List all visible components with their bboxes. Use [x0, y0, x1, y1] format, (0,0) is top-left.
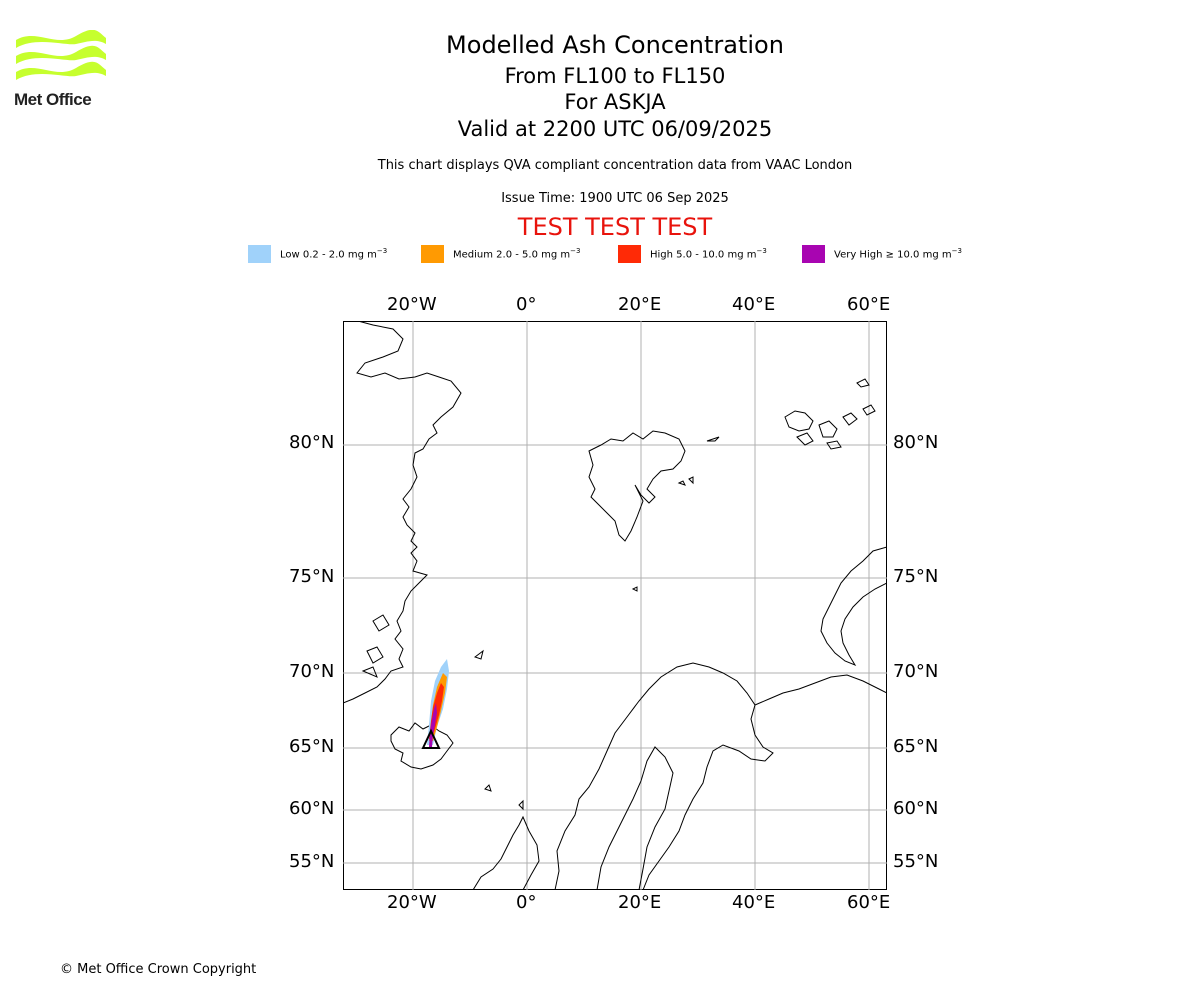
- left-lat-label: 60°N: [289, 798, 335, 819]
- coastline-scotland: [472, 815, 540, 891]
- coastline-kola: [754, 674, 888, 706]
- coastline-svalbard: [588, 430, 686, 542]
- coastline-iceland: [390, 722, 454, 770]
- bottom-lon-label: 40°E: [732, 892, 776, 913]
- legend-item-very-high: Very High ≥ 10.0 mg m−3: [802, 244, 962, 264]
- legend-label-high: High 5.0 - 10.0 mg m−3: [650, 247, 767, 261]
- ash-plume: [421, 659, 449, 749]
- graticule: [343, 321, 887, 890]
- bottom-lon-label: 0°: [516, 892, 537, 913]
- chart-description: This chart displays QVA compliant concen…: [377, 158, 853, 173]
- legend-label-low: Low 0.2 - 2.0 mg m−3: [280, 247, 388, 261]
- map-frame: [343, 321, 887, 890]
- legend-swatch-high: [618, 245, 641, 263]
- bottom-lon-label: 20°W: [387, 892, 437, 913]
- top-lon-label: 0°: [516, 294, 537, 315]
- coastline-greenland: [342, 320, 462, 704]
- legend-label-medium: Medium 2.0 - 5.0 mg m−3: [453, 247, 581, 261]
- left-lat-label: 65°N: [289, 736, 335, 757]
- flight-level-range: From FL100 to FL150: [504, 64, 726, 88]
- met-office-logo-text: Met Office: [14, 90, 92, 109]
- copyright-notice: © Met Office Crown Copyright: [60, 962, 257, 977]
- left-lat-label: 80°N: [289, 432, 335, 453]
- legend-item-medium: Medium 2.0 - 5.0 mg m−3: [421, 244, 580, 264]
- left-lat-label: 70°N: [289, 661, 335, 682]
- legend-label-very-high: Very High ≥ 10.0 mg m−3: [834, 247, 962, 261]
- coastline-bear-island: [631, 586, 638, 592]
- legend-swatch-medium: [421, 245, 444, 263]
- coastline-jan-mayen: [473, 649, 484, 660]
- right-lat-label: 75°N: [893, 566, 939, 587]
- right-lat-label: 65°N: [893, 736, 939, 757]
- right-lat-label: 55°N: [893, 851, 939, 872]
- top-lon-label: 20°E: [618, 294, 662, 315]
- valid-time: Valid at 2200 UTC 06/09/2025: [457, 117, 773, 141]
- left-lat-label: 55°N: [289, 851, 335, 872]
- coastline-scandinavia: [554, 662, 774, 891]
- volcano-marker-icon: [421, 728, 441, 749]
- legend-item-high: High 5.0 - 10.0 mg m−3: [618, 244, 767, 264]
- met-office-logo: Met Office: [14, 29, 110, 112]
- met-office-waves-icon: [16, 29, 106, 80]
- coastline-greenland-fjords: [361, 614, 390, 678]
- map-canvas: [342, 320, 888, 891]
- legend-item-low: Low 0.2 - 2.0 mg m−3: [248, 244, 387, 264]
- coastline-franz-josef-land: [784, 378, 876, 450]
- volcano-name: For ASKJA: [564, 90, 666, 114]
- top-lon-label: 40°E: [732, 294, 776, 315]
- top-lon-label: 60°E: [847, 294, 891, 315]
- right-lat-label: 60°N: [893, 798, 939, 819]
- coastline-svalbard-islets: [677, 436, 720, 486]
- legend-swatch-very-high: [802, 245, 825, 263]
- test-banner: TEST TEST TEST: [517, 213, 713, 241]
- coastlines: [342, 320, 888, 891]
- coastline-novaya-zemlya: [820, 546, 888, 667]
- left-lat-label: 75°N: [289, 566, 335, 587]
- bottom-lon-label: 20°E: [618, 892, 662, 913]
- map-area: [342, 320, 888, 891]
- right-lat-label: 80°N: [893, 432, 939, 453]
- coastline-baltic: [596, 746, 674, 891]
- legend-swatch-low: [248, 245, 271, 263]
- coastline-faroes: [484, 784, 524, 811]
- bottom-lon-label: 60°E: [847, 892, 891, 913]
- issue-time: Issue Time: 1900 UTC 06 Sep 2025: [501, 191, 729, 206]
- right-lat-label: 70°N: [893, 661, 939, 682]
- chart-title: Modelled Ash Concentration: [446, 31, 784, 59]
- top-lon-label: 20°W: [387, 294, 437, 315]
- ash-region-very-high: [429, 703, 437, 747]
